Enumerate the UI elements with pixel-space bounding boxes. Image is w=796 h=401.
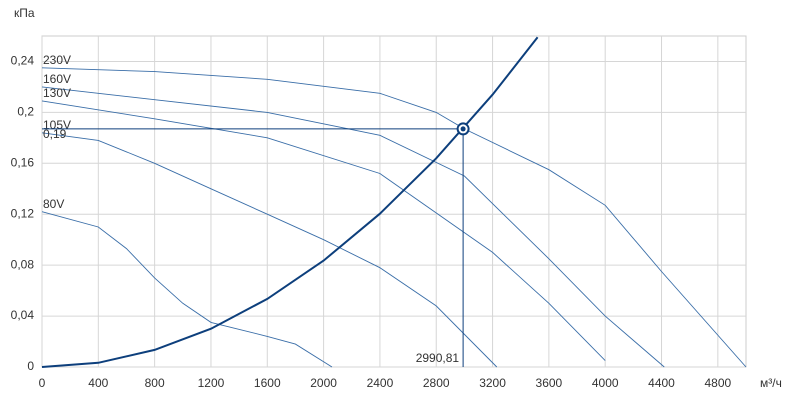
curve-label: 80V [43,197,64,211]
y-tick-label: 0 [27,359,34,373]
x-axis-label: м³/ч [760,376,782,390]
x-tick-label: 1600 [254,376,281,390]
plot-area [41,35,747,368]
fan-curve [41,67,747,368]
fan-curve [41,211,333,368]
y-tick-label: 0,24 [11,54,35,68]
x-tick-label: 1200 [198,376,225,390]
curve-label: 130V [43,86,71,100]
curve-label: 105V [43,118,71,132]
x-tick-label: 400 [88,376,108,390]
x-tick-label: 800 [145,376,165,390]
fan-curve [41,86,665,368]
x-tick-label: 4400 [648,376,675,390]
curve-label: 230V [43,53,71,67]
fan-curve [41,132,498,368]
y-tick-label: 0,04 [11,308,35,322]
operating-y-label: 0,19 [43,127,67,141]
y-tick-label: 0,12 [11,206,35,220]
x-tick-label: 3600 [536,376,563,390]
curve-label: 160V [43,72,71,86]
y-axis-label: кПа [14,6,35,20]
y-tick-label: 0,16 [11,155,35,169]
operating-x-label: 2990,81 [416,351,460,365]
x-tick-label: 2800 [423,376,450,390]
y-tick-label: 0,08 [11,257,35,271]
x-tick-label: 0 [39,376,46,390]
x-tick-label: 3200 [479,376,506,390]
x-tick-label: 4000 [592,376,619,390]
y-tick-label: 0,2 [17,105,34,119]
operating-point-core [460,126,466,132]
fan-curve [41,100,606,361]
x-tick-label: 2000 [310,376,337,390]
x-tick-label: 2400 [367,376,394,390]
x-tick-label: 4800 [704,376,731,390]
